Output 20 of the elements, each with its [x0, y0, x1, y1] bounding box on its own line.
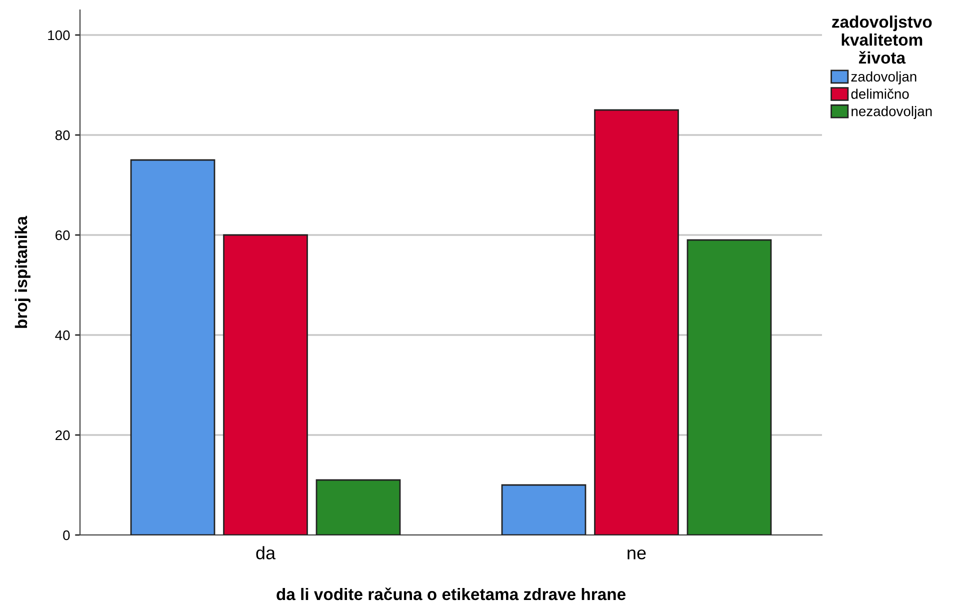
y-tick-label: 80: [55, 130, 70, 140]
legend-title: zadovoljstvo kvalitetom života: [832, 16, 932, 64]
legend-label: nezadovoljan: [852, 106, 932, 119]
x-tick-label: da: [256, 546, 276, 560]
y-tick-label: 20: [56, 430, 70, 440]
legend-label: zadovoljan: [851, 71, 916, 84]
y-axis-title: broj ispitanika: [14, 216, 30, 328]
y-tick-label: 60: [56, 230, 70, 240]
bar: [594, 109, 679, 535]
bar: [316, 479, 401, 535]
x-axis-title: da li vodite računa o etiketama zdrave hrane: [276, 588, 626, 600]
y-tick-label: 100: [48, 30, 70, 40]
bar: [501, 484, 586, 535]
y-tick-label: 0: [63, 530, 70, 540]
bar: [130, 159, 216, 535]
legend-label: delimično: [851, 88, 909, 99]
x-tick-label: ne: [628, 549, 646, 560]
bar: [686, 239, 772, 535]
bar: [223, 234, 308, 535]
y-tick-label: 40: [55, 330, 70, 340]
